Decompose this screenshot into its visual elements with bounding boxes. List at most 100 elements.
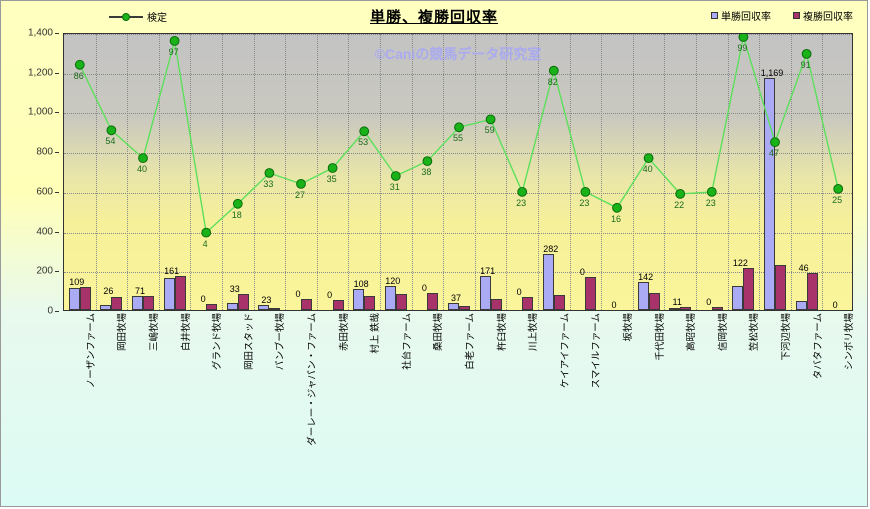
y-axis-tick-label: 400 <box>36 226 53 238</box>
bar-fukusho <box>680 307 692 310</box>
line-point-kentei <box>201 227 212 238</box>
y-axis-tick-mark <box>55 33 59 34</box>
x-axis-tick-label: 杵臼牧場 <box>496 313 508 352</box>
plot-area: ©Caniの競馬データ研究室 109 26 71 161 0 33 23 0 0 108 120 0 3… <box>63 33 853 311</box>
line-legend-symbol <box>109 12 143 22</box>
line-point-kentei <box>612 202 622 213</box>
bar-fukusho <box>332 300 344 310</box>
line-value-label: 16 <box>610 213 622 224</box>
gridline-vertical <box>316 34 318 310</box>
bar-value-label: 282 <box>543 244 559 254</box>
legend-line-series: 検定 <box>109 9 167 24</box>
bar-value-label: 1,169 <box>760 67 784 78</box>
legend-bar-series: 単勝回収率 複勝回収率 <box>711 8 853 23</box>
line-value-label: 97 <box>168 46 179 57</box>
bar-fukusho <box>427 293 439 310</box>
x-axis-tick-label: グランド牧場 <box>212 313 224 371</box>
bar-tansho <box>542 254 554 310</box>
line-value-label: 25 <box>832 194 843 205</box>
x-axis-tick-label: 高昭牧場 <box>686 313 698 352</box>
line-point-kentei <box>706 187 717 197</box>
line-value-label: 18 <box>231 209 242 220</box>
gridline-vertical <box>664 34 666 310</box>
line-point-kentei <box>169 36 180 46</box>
line-point-kentei <box>138 153 148 163</box>
bar-tansho <box>353 288 365 310</box>
bar-tansho <box>132 295 143 310</box>
x-axis-tick-label: 三嶋牧場 <box>149 313 160 352</box>
gridline-horizontal <box>64 73 852 75</box>
gridline-vertical <box>569 34 571 310</box>
bar-value-label: 0 <box>295 288 301 299</box>
y-axis: 0 200 400 600 800 1,000 1,200 1,400 <box>1 28 59 317</box>
line-layer <box>74 34 844 238</box>
bar-fukusho <box>522 296 534 310</box>
x-axis-tick-label: 社台ファーム <box>401 313 413 370</box>
line-point-kentei <box>833 184 844 194</box>
x-axis-tick-label: ケイアイファーム <box>559 313 571 389</box>
bar-value-label: 37 <box>450 292 462 303</box>
bar-tansho <box>258 305 270 310</box>
gridline-vertical <box>127 34 129 310</box>
bar-tansho <box>732 285 744 310</box>
legend-line-label: 検定 <box>147 13 167 24</box>
bar-fukusho <box>364 295 376 310</box>
line-value-label: 91 <box>800 59 811 70</box>
bar-fukusho <box>490 298 502 310</box>
bar-value-label: 120 <box>385 276 401 287</box>
gridline-vertical <box>506 34 508 310</box>
bar-fukusho <box>395 293 407 310</box>
bar-tansho <box>764 77 775 310</box>
y-axis-tick-mark <box>55 152 59 154</box>
line-value-label: 31 <box>389 181 400 192</box>
x-axis-tick-label: 川上牧場 <box>528 313 540 352</box>
line-value-label: 35 <box>326 174 337 185</box>
line-value-label: 4 <box>202 238 208 249</box>
line-point-kentei <box>327 163 338 173</box>
bar-tansho <box>384 286 396 310</box>
line-value-label: 53 <box>358 137 369 148</box>
line-value-label: 27 <box>294 189 306 200</box>
gridline-vertical <box>601 34 603 310</box>
gridline-vertical <box>632 34 634 310</box>
line-value-label: 47 <box>768 148 780 159</box>
bar-fukusho <box>206 304 218 310</box>
bar-fukusho <box>111 296 123 310</box>
bar-value-label: 11 <box>672 297 682 308</box>
line-value-label: 40 <box>136 164 148 175</box>
bar-fukusho <box>301 298 312 310</box>
x-axis-tick-label: ダーレー・ジャパン・ファーム <box>307 313 318 446</box>
x-axis-tick-label: 岡田牧場 <box>117 313 129 352</box>
line-value-label: 40 <box>642 164 653 175</box>
bar-value-label: 0 <box>579 267 585 278</box>
gridline-horizontal <box>64 232 852 234</box>
x-axis-tick-label: 坂牧場 <box>623 313 634 342</box>
y-axis-tick-label: 1,200 <box>27 67 53 79</box>
bar-value-label: 109 <box>69 276 85 287</box>
gridline-vertical <box>443 34 445 310</box>
line-value-label: 54 <box>105 136 116 147</box>
bar-tansho <box>669 307 681 310</box>
x-axis-tick-label: 白井牧場 <box>180 313 192 352</box>
x-axis-tick-label: 桑田牧場 <box>433 313 445 352</box>
bar-tansho <box>226 303 238 310</box>
y-axis-tick-mark <box>55 271 59 273</box>
line-point-kentei <box>517 187 528 197</box>
bar-value-label: 26 <box>103 286 114 297</box>
bar-fukusho <box>775 264 786 310</box>
gridline-vertical <box>158 34 160 310</box>
x-axis-tick-label: 白老ファーム <box>465 313 476 370</box>
bar-value-label: 0 <box>200 294 206 305</box>
line-value-label: 86 <box>73 70 84 81</box>
bar-value-label: 0 <box>832 300 838 310</box>
line-value-label: 82 <box>547 76 558 87</box>
line-value-label: 23 <box>579 197 590 208</box>
bar-value-label: 33 <box>229 283 240 294</box>
gridline-vertical <box>727 34 729 310</box>
line-point-kentei <box>422 156 433 166</box>
bar-value-label: 0 <box>327 290 333 301</box>
line-point-kentei <box>454 122 464 133</box>
bar-value-label: 0 <box>611 300 617 310</box>
y-axis-tick-label: 1,400 <box>27 27 53 39</box>
